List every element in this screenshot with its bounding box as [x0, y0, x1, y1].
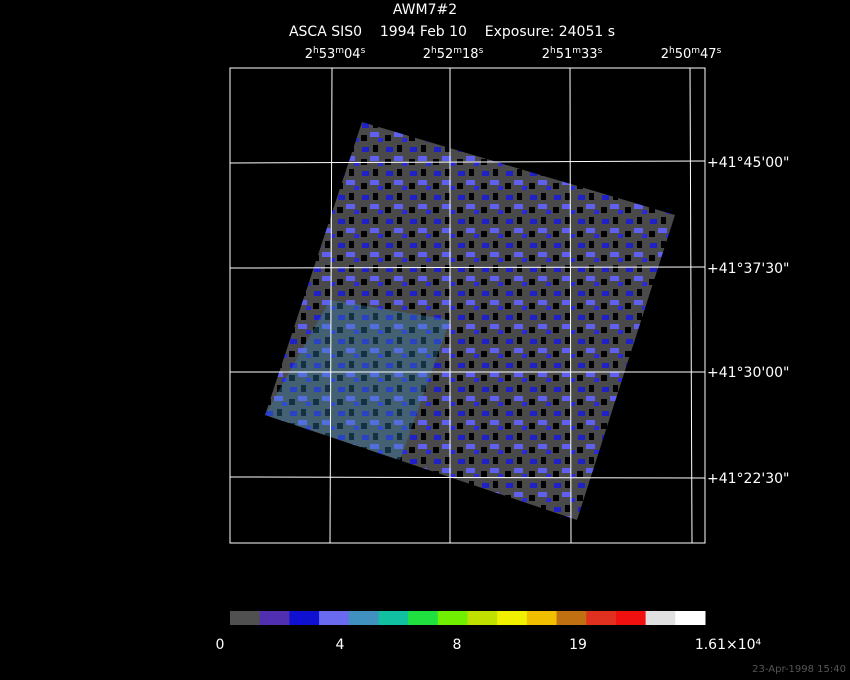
bright-region: [265, 300, 450, 460]
ra-label: 2h51m33s: [542, 46, 603, 62]
ra-unit: s: [598, 46, 603, 56]
ra-unit: h: [313, 46, 319, 56]
colorbar-cell: [675, 611, 706, 625]
colorbar-cell: [586, 611, 617, 625]
colorbar-cell: [378, 611, 409, 625]
colorbar-cell: [408, 611, 439, 625]
colorbar-label: 8: [453, 637, 462, 653]
ra-value: 53: [319, 47, 336, 62]
ra-value: 50: [675, 47, 692, 62]
ra-value: 04: [344, 47, 361, 62]
ra-label: 2h50m47s: [661, 46, 722, 62]
colorbar-cell: [230, 611, 261, 625]
ra-value: 2: [542, 47, 550, 62]
dec-label: +41°37'30": [707, 261, 789, 277]
dec-label: +41°22'30": [707, 471, 789, 487]
colorbar-label: 1.61×10⁴: [695, 637, 762, 653]
ra-value: 47: [700, 47, 717, 62]
ra-unit: m: [335, 46, 344, 56]
ra-label: 2h52m18s: [423, 46, 484, 62]
colorbar-cell: [259, 611, 290, 625]
ra-value: 33: [581, 47, 598, 62]
colorbar-cell: [497, 611, 528, 625]
ra-value: 18: [462, 47, 479, 62]
ra-unit: h: [550, 46, 556, 56]
dec-label: +41°30'00": [707, 365, 789, 381]
colorbar-cell: [645, 611, 676, 625]
colorbar-cell: [348, 611, 379, 625]
sky-image: [265, 122, 675, 520]
ra-value: 52: [437, 47, 454, 62]
ra-value: 51: [556, 47, 573, 62]
ra-unit: s: [717, 46, 722, 56]
colorbar-cell: [526, 611, 558, 625]
colorbar-label: 4: [336, 637, 345, 653]
colorbar-label: 0: [216, 637, 225, 653]
colorbar-cell: [289, 611, 320, 625]
ra-value: 2: [305, 47, 313, 62]
ra-unit: s: [361, 46, 366, 56]
colorbar-label: 19: [569, 637, 587, 653]
dec-label: +41°45'00": [707, 155, 789, 171]
ra-value: 2: [423, 47, 431, 62]
ra-unit: m: [572, 46, 581, 56]
ra-unit: h: [431, 46, 437, 56]
ra-unit: m: [453, 46, 462, 56]
ra-value: 2: [661, 47, 669, 62]
ra-unit: s: [479, 46, 484, 56]
colorbar-cell: [615, 611, 647, 625]
colorbar-cell: [437, 611, 468, 625]
ra-unit: h: [669, 46, 675, 56]
ra-unit: m: [691, 46, 700, 56]
timestamp: 23-Apr-1998 15:40: [752, 664, 846, 675]
colorbar-cell: [556, 611, 587, 625]
coord-grid: [229, 67, 706, 544]
colorbar-cell: [319, 611, 350, 625]
subtitle: ASCA SIS0 1994 Feb 10 Exposure: 24051 s: [289, 24, 615, 40]
ra-label: 2h53m04s: [305, 46, 366, 62]
title: AWM7#2: [393, 2, 457, 18]
colorbar-cell: [467, 611, 498, 625]
plot-frame: [229, 67, 706, 544]
